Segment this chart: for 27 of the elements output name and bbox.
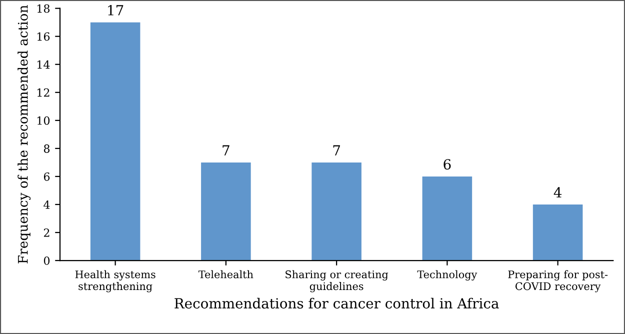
bar [312,162,362,261]
x-tick-label: Technology [417,270,478,280]
data-label: 6 [444,159,451,170]
x-tick-label: Health systems strengthening [75,270,156,292]
y-tick-label: 12 [37,88,50,97]
x-tick-label: Telehealth [198,270,254,278]
x-tick-label: Sharing or creating guidelines [286,270,388,292]
data-label: 7 [333,145,340,156]
y-tick-label: 18 [37,4,50,13]
y-tick-label: 6 [44,172,50,181]
bar [532,204,583,261]
bar [90,22,140,261]
y-tick-label: 2 [44,228,50,237]
y-tick-label: 8 [44,144,50,153]
y-tick-label: 16 [37,32,50,41]
data-label: 4 [554,187,562,198]
x-tick-label: Preparing for post- COVID recovery [508,270,608,292]
x-axis-title: Recommendations for cancer control in Africa [174,298,499,309]
y-tick-label: 14 [37,60,50,69]
y-tick-label: 10 [37,116,50,125]
y-axis-title: Frequency of the recommended action [18,5,31,264]
data-label: 7 [222,145,230,156]
y-tick-label: 0 [44,256,50,265]
y-tick-label: 4 [44,200,50,209]
bar [201,162,251,261]
bar [422,176,472,261]
data-label: 17 [108,4,124,16]
